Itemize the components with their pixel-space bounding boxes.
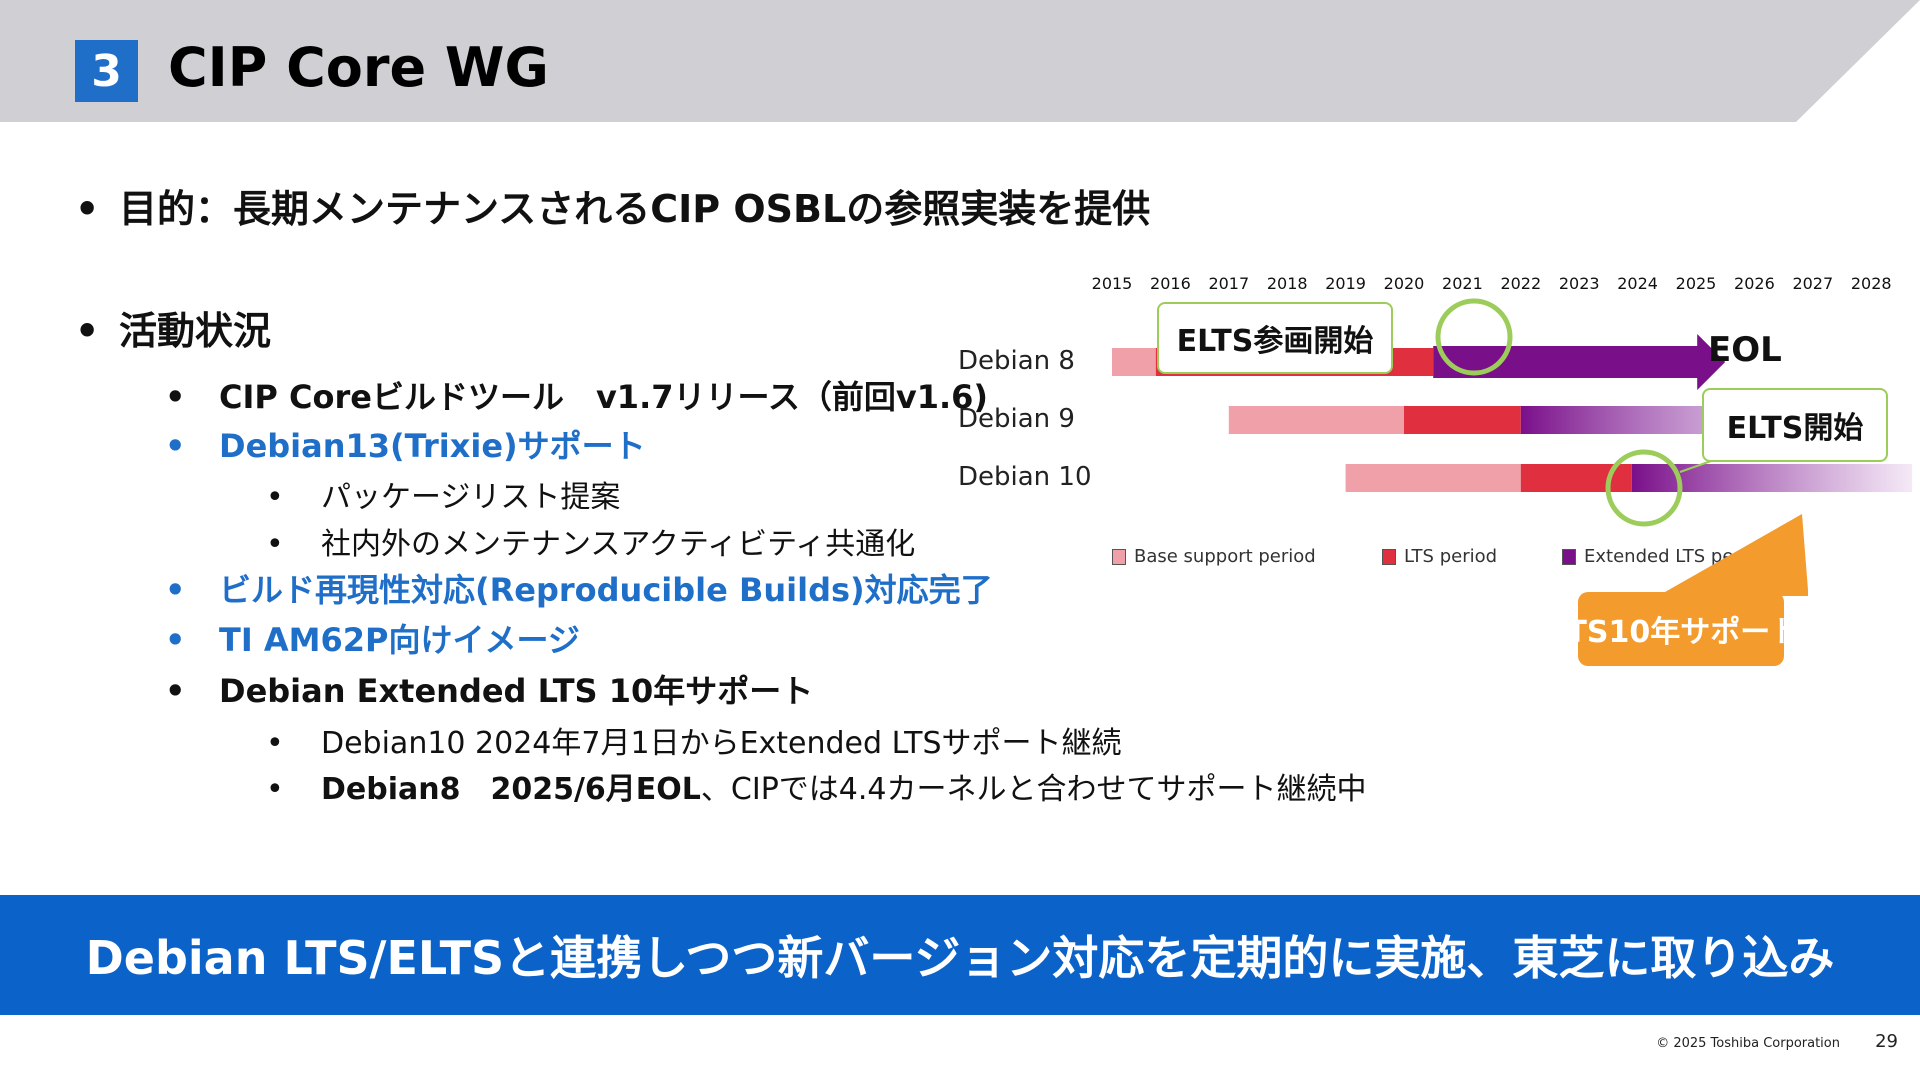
copyright: © 2025 Toshiba Corporation (1656, 1036, 1840, 1051)
bullet-marker: • (75, 187, 100, 231)
year-label: 2021 (1442, 274, 1483, 293)
bar-base-support (1112, 348, 1156, 376)
list-item: • Debian Extended LTS 10年サポート (165, 666, 813, 712)
bullet-purpose: • 目的：長期メンテナンスされるCIP OSBLの参照実装を提供 (75, 178, 1150, 233)
list-item-text: Debian Extended LTS 10年サポート (219, 672, 814, 710)
bullet-marker: • (165, 672, 186, 710)
year-label: 2020 (1383, 274, 1425, 293)
list-item: • パッケージリスト提案 (266, 472, 620, 516)
bar-base-support (1345, 464, 1521, 492)
bullet-activity: • 活動状況 (75, 300, 271, 355)
list-item: • ビルド再現性対応(Reproducible Builds)対応完了 (165, 565, 993, 611)
bar-elts (1631, 464, 1913, 492)
bullet-marker: • (165, 571, 186, 609)
year-label: 2018 (1266, 274, 1308, 293)
callout-elts-join: ELTS参画開始 (1157, 302, 1393, 374)
list-item-text: パッケージリスト提案 (321, 480, 621, 515)
bar-lts (1520, 464, 1632, 492)
legend-item: Extended LTS period (1562, 546, 1768, 567)
bullet-activity-text: 活動状況 (119, 309, 272, 353)
year-label: 2015 (1091, 274, 1133, 293)
legend-swatch (1562, 548, 1576, 565)
list-item: • Debian10 2024年7月1日からExtended LTSサポート継続 (266, 718, 1122, 762)
legend-label: Extended LTS period (1584, 546, 1769, 567)
list-item: • Debian13(Trixie)サポート (165, 421, 646, 467)
list-item: • TI AM62P向けイメージ (165, 615, 580, 661)
list-item: • CIP Coreビルドツール v1.7リリース（前回v1.6) (165, 372, 988, 418)
year-label: 2023 (1558, 274, 1600, 293)
legend-label: Base support period (1134, 546, 1316, 567)
year-label: 2019 (1325, 274, 1366, 293)
legend-swatch (1112, 548, 1126, 565)
list-item-text: CIP Coreビルドツール v1.7リリース（前回v1.6) (219, 378, 989, 416)
bullet-marker: • (165, 427, 186, 465)
year-label: 2024 (1617, 274, 1658, 293)
legend-swatch (1382, 548, 1396, 565)
eol-label: EOL (1708, 330, 1782, 370)
year-label: 2025 (1675, 274, 1717, 293)
header-band (0, 0, 1920, 122)
bullet-marker: • (165, 378, 186, 416)
bullet-marker: • (266, 726, 284, 761)
callout-elts-start: ELTS開始 (1702, 388, 1888, 462)
list-item-text: Debian10 2024年7月1日からExtended LTSサポート継続 (321, 726, 1122, 761)
bullet-marker: • (75, 309, 100, 353)
callout-elts-10-year: ELTS10年サポート中 (1532, 592, 1830, 666)
legend-item: Base support period (1112, 546, 1316, 567)
list-item: • Debian8 2025/6月EOL、CIPでは4.4カーネルと合わせてサポー… (266, 764, 1367, 808)
year-label: 2017 (1208, 274, 1250, 293)
row-label: Debian 9 (958, 404, 1075, 434)
bullet-marker: • (266, 527, 284, 562)
bullet-marker: • (165, 621, 186, 659)
bar-base-support (1228, 406, 1404, 434)
year-label: 2028 (1850, 274, 1892, 293)
year-label: 2016 (1150, 274, 1191, 293)
section-number-badge: 3 (75, 40, 138, 102)
bullet-purpose-text: 目的：長期メンテナンスされるCIP OSBLの参照実装を提供 (119, 187, 1151, 231)
list-item-text: 社内外のメンテナンスアクティビティ共通化 (321, 527, 916, 562)
bar-lts (1404, 406, 1521, 434)
year-label: 2026 (1734, 274, 1775, 293)
legend-label: LTS period (1404, 546, 1498, 567)
list-item-text-bold: Debian8 2025/6月EOL (321, 772, 701, 807)
bullet-marker: • (266, 772, 284, 807)
list-item: • 社内外のメンテナンスアクティビティ共通化 (266, 519, 915, 563)
page-title: CIP Core WG (168, 36, 549, 99)
bar-elts-arrow (1433, 334, 1726, 390)
list-item-text: TI AM62P向けイメージ (219, 621, 580, 659)
list-item-text: 、CIPでは4.4カーネルと合わせてサポート継続中 (700, 772, 1367, 807)
row-label: Debian 8 (958, 346, 1075, 376)
year-label: 2027 (1792, 274, 1834, 293)
legend-item: LTS period (1382, 546, 1497, 567)
year-label: 2022 (1500, 274, 1542, 293)
page-number: 29 (1875, 1031, 1898, 1052)
list-item-text: ビルド再現性対応(Reproducible Builds)対応完了 (219, 571, 993, 609)
bullet-marker: • (266, 480, 284, 515)
summary-banner: Debian LTS/ELTSと連携しつつ新バージョン対応を定期的に実施、東芝に… (0, 895, 1920, 1015)
row-label: Debian 10 (958, 462, 1092, 492)
list-item-text: Debian13(Trixie)サポート (219, 427, 646, 465)
